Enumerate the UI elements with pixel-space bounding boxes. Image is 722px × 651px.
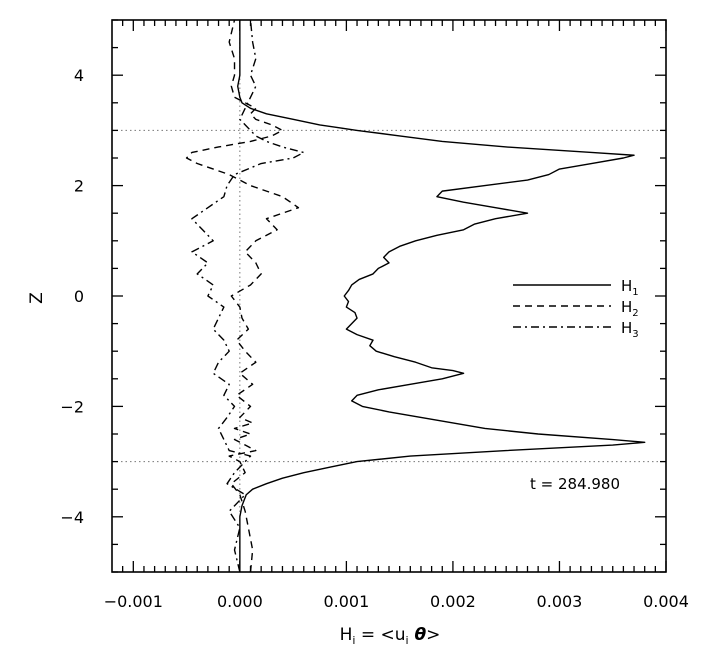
x-label-sub: i (352, 634, 355, 647)
axes: −0.001 0.000 0.001 0.002 0.003 0.004 −4 −2 0 2 4 (60, 19, 689, 611)
x-tick-label: 0.004 (643, 592, 689, 611)
x-label-close: > (426, 625, 440, 645)
y-axis-label: Z (27, 292, 47, 304)
series-line-h1 (237, 20, 646, 572)
x-tick-label: 0.000 (217, 592, 263, 611)
x-axis-label: Hi = <ui θ> (340, 625, 441, 647)
y-tick-label: −4 (60, 508, 84, 527)
x-label-eq: = <u (355, 625, 405, 645)
y-tick-label: 2 (74, 177, 84, 196)
legend-label: H3 (621, 319, 639, 340)
x-label-theta: θ (409, 625, 427, 645)
legend-label: H2 (621, 298, 639, 319)
x-label-main: H (340, 625, 353, 645)
x-tick-label: 0.002 (430, 592, 476, 611)
y-tick-label: 0 (74, 287, 84, 306)
reference-lines (112, 20, 666, 572)
legend-label: H1 (621, 277, 639, 298)
series-layer (185, 19, 646, 573)
series-line-h3 (191, 19, 305, 573)
x-tick-label: 0.001 (323, 592, 369, 611)
time-annotation: t = 284.980 (530, 475, 620, 493)
x-tick-label: −0.001 (104, 592, 163, 611)
y-tick-label: −2 (60, 397, 84, 416)
x-tick-label: 0.003 (537, 592, 583, 611)
series-line-h2 (185, 19, 300, 573)
y-tick-label: 4 (74, 66, 84, 85)
x-label-sub2: i (406, 634, 409, 647)
